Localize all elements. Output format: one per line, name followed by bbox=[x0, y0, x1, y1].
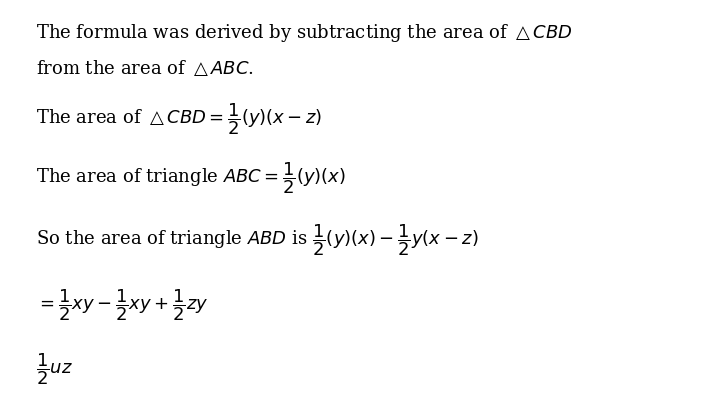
Text: The area of triangle $ABC = \dfrac{1}{2}(y)(x)$: The area of triangle $ABC = \dfrac{1}{2}… bbox=[36, 161, 347, 196]
Text: The formula was derived by subtracting the area of $\triangle CBD$: The formula was derived by subtracting t… bbox=[36, 22, 573, 44]
Text: $= \dfrac{1}{2}xy - \dfrac{1}{2}xy + \dfrac{1}{2}zy$: $= \dfrac{1}{2}xy - \dfrac{1}{2}xy + \df… bbox=[36, 288, 209, 323]
Text: So the area of triangle $ABD$ is $\dfrac{1}{2}(y)(x) - \dfrac{1}{2}y(x - z)$: So the area of triangle $ABD$ is $\dfrac… bbox=[36, 222, 479, 257]
Text: The area of $\triangle CBD = \dfrac{1}{2}(y)(x - z)$: The area of $\triangle CBD = \dfrac{1}{2… bbox=[36, 101, 323, 137]
Text: from the area of $\triangle ABC$.: from the area of $\triangle ABC$. bbox=[36, 58, 254, 78]
Text: $\dfrac{1}{2}uz$: $\dfrac{1}{2}uz$ bbox=[36, 351, 73, 387]
